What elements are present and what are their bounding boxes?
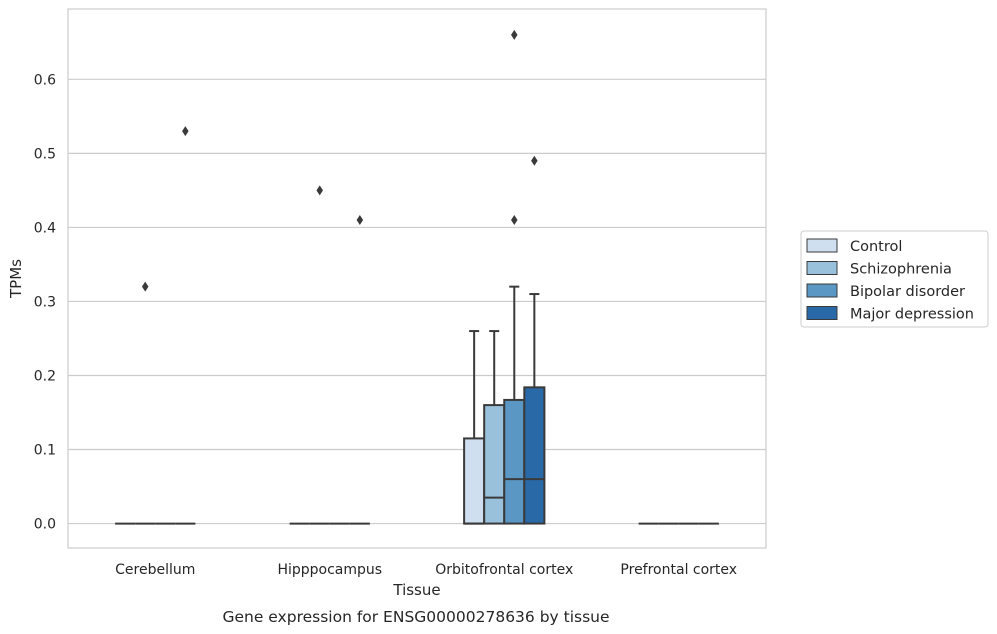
legend: Control Schizophrenia Bipolar disorder Majo… [800,230,989,328]
series-control [115,330,659,525]
legend-swatch [806,261,838,275]
box [463,437,486,525]
box [483,404,506,525]
legend-label: Schizophrenia [850,262,952,278]
legend-label: Bipolar disorder [850,284,965,300]
y-tick-label: 0.3 [34,294,56,310]
outlier-point [531,155,538,166]
y-tick-label: 0.2 [34,368,56,384]
y-tick-label: 0.6 [34,72,56,88]
outlier-point [141,281,149,292]
grid-lines [68,78,766,525]
legend-label: Control [850,239,902,255]
y-tick-label: 0.5 [34,146,56,162]
x-tick-label: Prefrontal cortex [620,562,737,578]
series-major-depression [175,126,719,525]
box [503,398,526,525]
box [523,386,546,525]
x-tick-label: Hipppocampus [277,562,382,578]
outlier-point [316,185,323,196]
x-tick-label: Orbitofrontal cortex [435,562,573,578]
legend-frame [800,230,989,328]
y-tick-label: 0.1 [34,443,56,459]
series-schizophrenia [135,185,679,525]
legend-swatch [806,306,838,320]
chart-caption: Gene expression for ENSG00000278636 by t… [222,608,609,626]
legend-swatch [806,238,838,253]
y-axis-label: TPMs [7,259,25,299]
outlier-point [356,215,364,226]
outlier-point [511,215,518,226]
y-tick-label: 0.4 [34,220,56,236]
legend-label: Major depression [850,307,974,323]
x-axis-label: Tissue [392,581,440,599]
series-bipolar-disorder [155,29,699,525]
y-tick-labels: 0.0 0.1 0.2 0.3 0.4 0.5 0.6 [34,72,56,532]
plot-frame [67,8,767,549]
outlier-point [511,29,518,40]
x-tick-label: Cerebellum [115,562,195,578]
y-tick-label: 0.0 [34,517,56,533]
x-tick-labels: Cerebellum Hipppocampus Orbitofrontal cort… [115,562,737,578]
outlier-point [182,126,189,137]
box-series [115,29,719,525]
legend-swatch [806,283,838,298]
